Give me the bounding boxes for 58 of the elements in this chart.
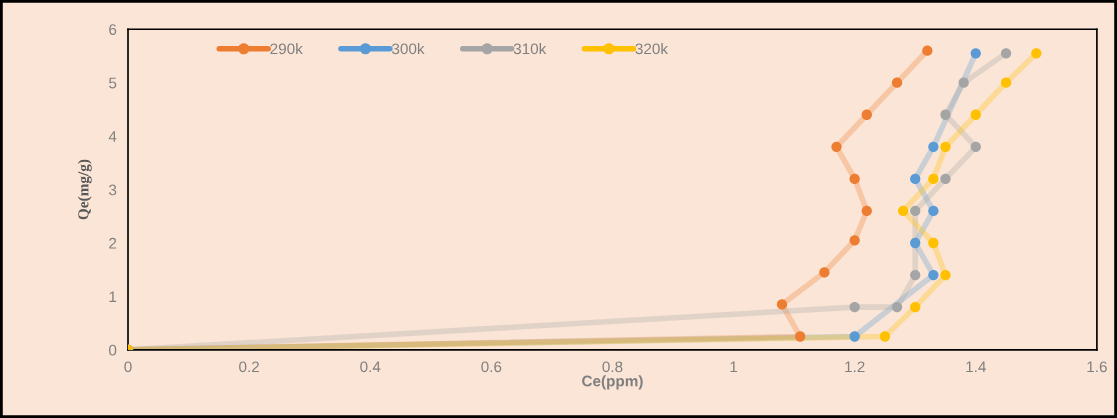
point [831,141,842,152]
point [928,205,939,217]
point [819,267,830,278]
legend-label: 290k [270,43,303,55]
legend-label: 320k [635,43,669,55]
point [1000,48,1012,59]
y-tick-label: 2 [109,237,117,249]
point [928,141,939,152]
point [910,205,921,217]
point [940,141,951,152]
point [940,269,951,281]
x-tick-label: 1 [730,361,738,373]
point [910,269,921,281]
point [958,77,969,88]
point [879,331,891,342]
x-tick-label: 1.4 [966,361,986,373]
legend-label: 300k [392,43,425,55]
y-tick-label: 0 [109,344,117,356]
x-tick-label: 0.6 [481,361,502,373]
point [1000,77,1012,88]
point [861,109,872,120]
point [849,331,860,342]
x-tick-label: 0.8 [602,361,623,373]
point [970,141,981,152]
point [891,77,903,88]
x-tick-label: 1.2 [845,361,865,373]
point [849,301,860,313]
point [891,301,903,313]
point [897,205,909,217]
y-axis-title: Qe(mg/g) [77,159,92,220]
y-tick-label: 1 [109,291,117,302]
point [849,173,860,185]
y-tick-label: 4 [108,131,117,142]
point [849,235,860,246]
point [776,299,788,310]
x-tick-label: 0.4 [360,361,381,373]
point [910,301,921,313]
point [970,109,981,120]
point [928,173,939,185]
point [928,269,939,281]
point [1031,48,1042,59]
legend-label: 310k [513,43,547,55]
y-tick-label: 5 [109,77,117,89]
x-axis-title: Ce(ppm) [582,375,643,390]
point [940,173,951,185]
point [910,237,921,249]
point [861,205,872,217]
point [922,45,933,56]
point [970,48,981,59]
point [910,173,921,185]
x-tick-label: 0.2 [239,361,259,373]
point [940,109,951,120]
x-tick-label: 0 [124,361,132,373]
x-tick-label: 1.6 [1087,361,1107,373]
y-tick-label: 6 [109,24,117,35]
point [795,331,806,342]
point [928,237,939,249]
y-tick-label: 3 [108,184,117,196]
